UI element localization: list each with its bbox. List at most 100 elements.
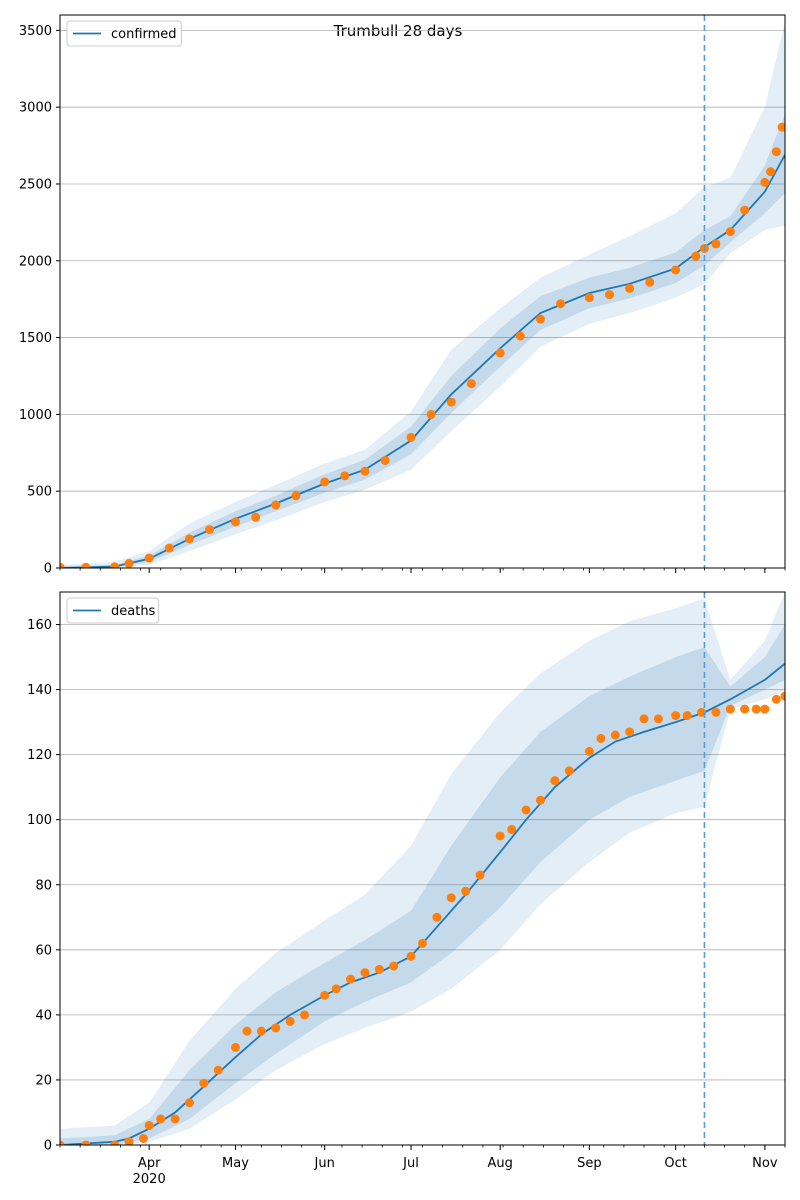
chart-0-data-point	[625, 283, 635, 293]
chart-1-data-point	[199, 1078, 209, 1088]
chart-1-data-point	[170, 1114, 180, 1124]
chart-0-data-point	[766, 167, 776, 177]
chart-0-data-point	[535, 314, 545, 324]
chart-0-data-point	[771, 147, 781, 157]
chart-0-y-tick-label: 500	[27, 485, 52, 500]
chart-1-data-point	[230, 1042, 240, 1052]
chart-0-data-point	[164, 543, 174, 553]
chart-1-data-point	[671, 711, 681, 721]
chart-0-data-point	[515, 331, 525, 341]
chart-0-legend-box	[66, 20, 182, 47]
chart-1-x-tick-label: May	[222, 1156, 249, 1171]
chart-0-y-tick-label: 3000	[19, 101, 52, 116]
chart-0-data-point	[81, 562, 91, 568]
chart-1-data-point	[564, 766, 574, 776]
chart-1-x-tick-label: Aug	[487, 1156, 512, 1171]
chart-1-band-inner	[60, 624, 785, 1145]
chart-1-data-point	[389, 961, 399, 971]
chart-1-data-point	[584, 746, 594, 756]
chart-1-data-point	[138, 1133, 148, 1143]
chart-1-plot-area	[60, 592, 785, 1145]
chart-1-y-tick-label: 0	[44, 1139, 52, 1154]
chart-1-data-point	[256, 1026, 266, 1036]
chart-0-data-point	[320, 477, 330, 487]
chart-0-data-point	[426, 409, 436, 419]
chart-0-data-point	[584, 293, 594, 303]
chart-1-data-point	[711, 707, 721, 717]
chart-1-legend-box	[66, 597, 160, 624]
chart-1-data-point	[242, 1026, 252, 1036]
chart-1-data-point	[432, 912, 442, 922]
chart-0-data-point	[205, 525, 215, 535]
chart-1-data-point	[320, 990, 330, 1000]
chart-0-y-tick-label: 2000	[19, 254, 52, 269]
figure-title: Trumbull 28 days	[333, 22, 463, 40]
chart-1-data-point	[285, 1016, 295, 1026]
chart-1-data-point	[60, 1140, 65, 1145]
chart-1-data-point	[81, 1140, 91, 1145]
chart-0-y-tick-label: 1000	[19, 408, 52, 423]
chart-0-legend: confirmed	[66, 20, 182, 47]
chart-1-data-point	[751, 704, 761, 714]
chart-1-x-tick-label: Jul	[402, 1156, 419, 1171]
chart-1-data-point	[495, 831, 505, 841]
chart-1-x-tick-sublabel: 2020	[133, 1172, 166, 1187]
chart-0-y-tick-label: 1500	[19, 331, 52, 346]
chart-0-data-point	[760, 177, 770, 187]
chart-0-data-point	[360, 466, 370, 476]
chart-1-data-point	[156, 1114, 166, 1124]
chart-1-data-point	[213, 1065, 223, 1075]
chart-0-data-point	[251, 512, 261, 522]
chart-0-data-point	[291, 491, 301, 501]
chart-0-data-point	[446, 397, 456, 407]
chart-0-data-point	[777, 122, 785, 132]
chart-1-y-tick-label: 160	[27, 618, 52, 633]
chart-0-data-point	[144, 553, 154, 563]
chart-1-data-point	[124, 1137, 134, 1145]
chart-0-data-point	[184, 534, 194, 544]
chart-1-legend: deaths	[66, 597, 160, 624]
chart-1-data-point	[346, 974, 356, 984]
chart-1-data-point	[610, 730, 620, 740]
chart-0-data-point	[124, 558, 134, 568]
chart-0-data-point	[340, 471, 350, 481]
chart-1-x-tick-label: Sep	[577, 1156, 602, 1171]
chart-1-data-point	[653, 714, 663, 724]
chart-0-band-outer	[60, 21, 785, 568]
chart-1-y-tick-label: 20	[35, 1073, 52, 1088]
chart-1-data-point	[682, 711, 692, 721]
chart-0-data-point	[645, 277, 655, 287]
chart-1-x-tick-label: Jun	[314, 1156, 335, 1171]
chart-1-y-tick-label: 100	[27, 813, 52, 828]
chart-1-data-point	[740, 704, 750, 714]
chart-1-x-tick-label: Oct	[664, 1156, 686, 1171]
chart-1-data-point	[271, 1023, 281, 1033]
chart-1-data-point	[771, 694, 781, 704]
chart-1-data-point	[418, 938, 427, 948]
chart-1-data-point	[300, 1010, 310, 1020]
chart-0-data-point	[556, 299, 566, 309]
chart-0-data-point	[230, 517, 240, 527]
chart-1-y-tick-label: 60	[35, 943, 52, 958]
chart-1-data-point	[461, 886, 471, 896]
chart-1-data-point	[507, 824, 517, 834]
chart-1-x-tick-label: Nov	[752, 1156, 778, 1171]
confirmed-chart: 0 500 1000 1500 2000 2500 3000 3500 confirmed	[19, 14, 786, 577]
chart-0-data-point	[671, 265, 681, 275]
chart-0-plot-area	[60, 21, 785, 568]
chart-0-y-tick-label: 3500	[19, 24, 52, 39]
chart-0-data-point	[740, 205, 750, 215]
chart-1-data-point	[521, 805, 531, 815]
chart-1-band-outer	[60, 592, 785, 1145]
chart-0-data-point	[495, 348, 505, 358]
chart-0-legend-label: confirmed	[111, 27, 177, 42]
chart-0-data-point	[725, 227, 735, 237]
chart-1-data-point	[110, 1140, 120, 1145]
chart-1-data-point	[374, 964, 384, 974]
chart-1-data-point	[760, 704, 770, 714]
chart-1-data-point	[550, 776, 560, 786]
chart-0-data-point	[711, 239, 721, 249]
chart-0-data-point	[691, 251, 701, 261]
